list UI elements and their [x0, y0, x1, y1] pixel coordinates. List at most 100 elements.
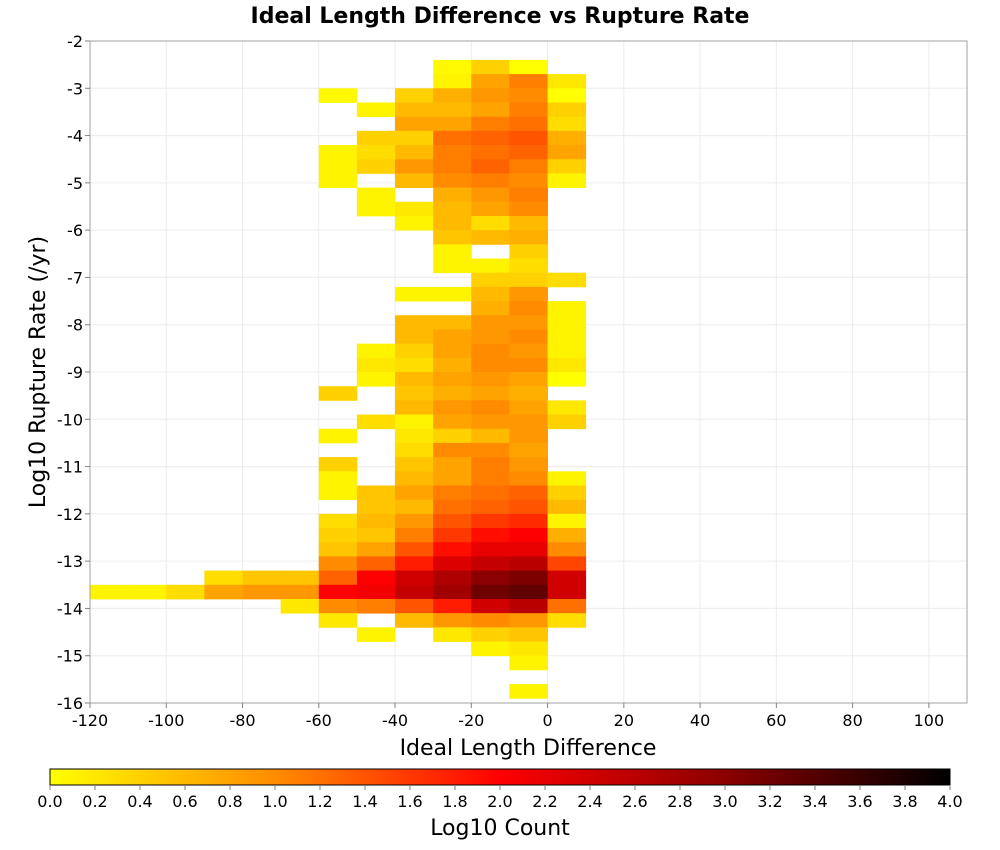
heatmap-cell [471, 414, 510, 430]
heatmap-cell [356, 372, 396, 387]
heatmap-cell [471, 59, 510, 75]
heatmap-cell [547, 74, 587, 89]
heatmap-cell [433, 286, 472, 302]
heatmap-cell [433, 485, 472, 501]
heatmap-cell [471, 201, 510, 217]
heatmap-cell [471, 258, 510, 274]
heatmap-cell [547, 159, 587, 174]
heatmap-cell [509, 556, 548, 571]
heatmap-cell [547, 301, 587, 316]
heatmap-cell [509, 201, 548, 217]
heatmap-cell [547, 343, 587, 359]
heatmap-cell [395, 215, 434, 231]
heatmap-cell [509, 230, 548, 245]
heatmap-cell [395, 442, 434, 458]
heatmap-cell [547, 499, 587, 515]
heatmap-cell [471, 528, 510, 543]
heatmap-cell [471, 187, 510, 203]
heatmap-cell [433, 244, 472, 259]
heatmap-cell [204, 570, 243, 586]
heatmap-cell [356, 414, 396, 430]
heatmap-cell [356, 343, 396, 359]
heatmap-cell [547, 329, 587, 345]
heatmap-cell [471, 641, 510, 657]
heatmap-cell [471, 88, 510, 103]
heatmap-cell [356, 627, 396, 642]
heatmap-cell [509, 357, 548, 373]
heatmap-cell [509, 272, 548, 288]
heatmap-cell [395, 485, 434, 501]
colorbar-tick-label: 3.2 [757, 792, 782, 811]
heatmap-cell [318, 173, 358, 188]
heatmap-cell [509, 102, 548, 118]
y-tick-label: -11 [57, 458, 83, 477]
heatmap-cell [509, 215, 548, 231]
heatmap-cell [356, 556, 396, 571]
heatmap-cell [471, 215, 510, 231]
heatmap-cell [509, 145, 548, 160]
heatmap-cell [509, 258, 548, 274]
heatmap-cell [509, 286, 548, 302]
colorbar-tick-label: 1.0 [262, 792, 287, 811]
heatmap-cell [509, 485, 548, 501]
heatmap-cell [433, 613, 472, 628]
heatmap-cell [433, 627, 472, 642]
heatmap-cell [509, 641, 548, 657]
heatmap-cell [395, 343, 434, 359]
heatmap-cell [433, 145, 472, 160]
heatmap-cell [509, 173, 548, 188]
colorbar-tick-label: 0.2 [82, 792, 107, 811]
colorbar-tick-label: 1.2 [307, 792, 332, 811]
heatmap-cell [356, 357, 396, 373]
heatmap-cell [242, 584, 282, 600]
heatmap-cell [433, 400, 472, 415]
heatmap-cell [318, 528, 358, 543]
heatmap-cell [395, 528, 434, 543]
heatmap-cell [433, 386, 472, 401]
x-tick-label: 40 [690, 711, 710, 730]
heatmap-cell [509, 329, 548, 345]
heatmap-cell [509, 499, 548, 515]
heatmap-cell [509, 513, 548, 529]
heatmap-cell [509, 400, 548, 415]
heatmap-cell [433, 201, 472, 217]
y-tick-label: -13 [57, 552, 83, 571]
colorbar-tick-label: 0.8 [217, 792, 242, 811]
heatmap-cell [471, 627, 510, 642]
y-tick-label: -6 [67, 221, 83, 240]
heatmap-cell [395, 159, 434, 174]
heatmap-cell [547, 613, 587, 628]
heatmap-cell [547, 102, 587, 118]
heatmap-cell [318, 513, 358, 529]
y-tick-label: -12 [57, 505, 83, 524]
colorbar-tick-label: 2.4 [577, 792, 602, 811]
heatmap-cell [356, 145, 396, 160]
y-tick-label: -9 [67, 363, 83, 382]
heatmap-cell [509, 159, 548, 174]
heatmap-cell [395, 542, 434, 557]
colorbar-tick-label: 4.0 [937, 792, 962, 811]
heatmap-cell [280, 570, 320, 586]
y-tick-label: -4 [67, 127, 83, 146]
x-tick-label: -120 [72, 711, 108, 730]
heatmap-cell [509, 343, 548, 359]
heatmap-cell [433, 414, 472, 430]
heatmap-cell [471, 343, 510, 359]
heatmap-cell [547, 570, 587, 586]
heatmap-cell [471, 286, 510, 302]
x-tick-label: -40 [382, 711, 408, 730]
x-tick-label: 80 [842, 711, 862, 730]
heatmap-cell [433, 258, 472, 274]
heatmap-cell [318, 584, 358, 600]
heatmap-cell [471, 485, 510, 501]
y-tick-label: -7 [67, 268, 83, 287]
heatmap-cell [509, 130, 548, 146]
x-axis-label: Ideal Length Difference [400, 736, 657, 761]
heatmap-cell [509, 116, 548, 132]
heatmap-cell [547, 145, 587, 160]
heatmap-cell [433, 187, 472, 203]
heatmap-cell [433, 215, 472, 231]
heatmap-cell [471, 74, 510, 89]
heatmap-cell [471, 372, 510, 387]
heatmap-cell [433, 159, 472, 174]
